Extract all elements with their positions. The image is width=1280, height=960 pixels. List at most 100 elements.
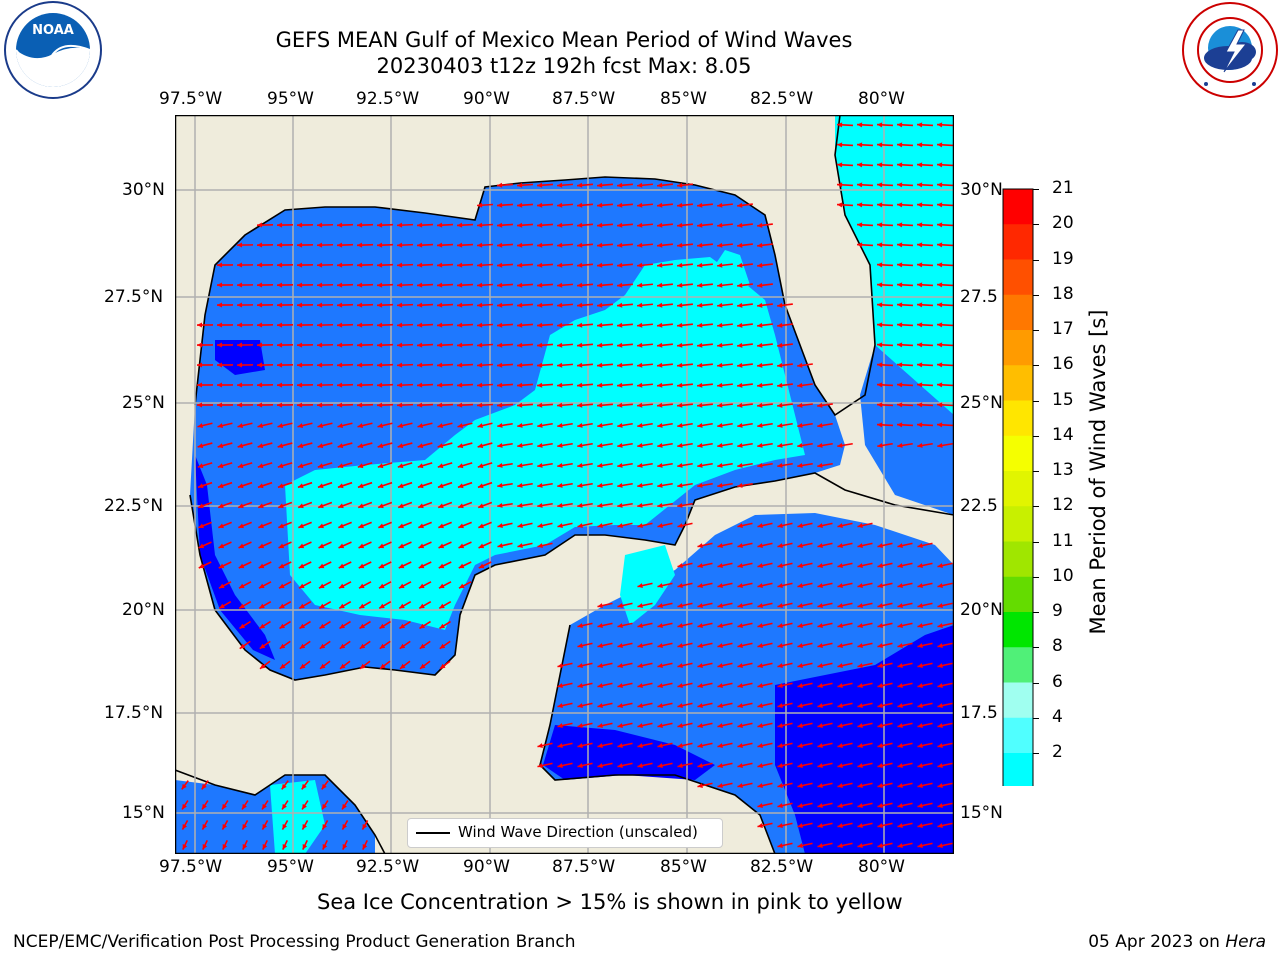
- wind-wave-arrowhead: [737, 683, 743, 689]
- wind-wave-arrowhead: [242, 803, 247, 810]
- wind-wave-arrowhead: [757, 743, 763, 749]
- wind-wave-arrowhead: [417, 423, 423, 429]
- colorbar-segment: [1003, 717, 1033, 754]
- footer-credit: NCEP/EMC/Verification Post Processing Pr…: [13, 932, 576, 952]
- wind-wave-arrowhead: [537, 763, 543, 769]
- wind-wave-arrowhead: [937, 242, 943, 248]
- wind-wave-arrowhead: [677, 222, 683, 228]
- wind-wave-arrowhead: [557, 202, 563, 208]
- wind-wave-arrowhead: [279, 603, 285, 609]
- wind-wave-arrowhead: [597, 763, 603, 769]
- colorbar-tick: [1033, 576, 1039, 578]
- wind-wave-arrowhead: [917, 763, 923, 769]
- wind-wave-arrowhead: [777, 402, 783, 408]
- wind-wave-arrowhead: [597, 382, 603, 388]
- wind-wave-arrowhead: [297, 302, 303, 308]
- wind-wave-arrowhead: [218, 583, 225, 589]
- wind-wave-arrowhead: [797, 763, 803, 769]
- wind-wave-arrowhead: [597, 523, 603, 529]
- wind-wave-arrowhead: [217, 463, 224, 469]
- wind-wave-arrowhead: [877, 182, 883, 188]
- colorbar-segment: [1003, 541, 1033, 578]
- wind-wave-arrowhead: [597, 482, 603, 488]
- wind-wave-arrowhead: [837, 142, 843, 148]
- wind-wave-arrowhead: [657, 182, 663, 188]
- wind-wave-arrowhead: [357, 402, 363, 408]
- wind-wave-arrowhead: [237, 282, 243, 288]
- wind-wave-arrowhead: [857, 162, 863, 168]
- wind-wave-arrowhead: [537, 282, 543, 288]
- wind-wave-arrowhead: [617, 643, 623, 649]
- wind-wave-arrowhead: [437, 242, 443, 248]
- wind-wave-arrowhead: [342, 823, 348, 830]
- wind-wave-arrowhead: [817, 743, 823, 749]
- wind-wave-arrowhead: [777, 543, 783, 549]
- wind-wave-arrowhead: [697, 482, 703, 488]
- lon-tick-bottom: 97.5°W: [159, 857, 223, 877]
- wind-wave-arrowhead: [837, 563, 843, 569]
- wind-wave-arrowhead: [937, 763, 943, 769]
- wind-wave-arrowhead: [437, 423, 443, 429]
- wind-wave-arrowhead: [617, 382, 623, 388]
- wind-wave-arrowhead: [717, 242, 723, 248]
- wind-wave-arrowhead: [897, 543, 903, 549]
- wind-wave-arrowhead: [597, 623, 603, 629]
- wind-wave-arrowhead: [337, 382, 343, 388]
- wind-wave-arrowhead: [917, 122, 923, 128]
- wind-wave-arrowhead: [777, 302, 783, 308]
- wind-wave-arrowhead: [317, 242, 323, 248]
- wind-wave-arrowhead: [337, 443, 344, 449]
- wind-wave-arrowhead: [817, 763, 823, 769]
- colorbar-tick-label: 15: [1052, 389, 1074, 410]
- lon-tick-bottom: 95°W: [267, 857, 314, 877]
- wind-wave-arrowhead: [937, 122, 943, 128]
- wind-wave-arrowhead: [897, 683, 903, 689]
- wind-wave-arrowhead: [557, 322, 563, 328]
- wind-wave-arrowhead: [637, 442, 643, 448]
- wind-wave-arrowhead: [417, 382, 423, 388]
- wind-wave-arrowhead: [537, 342, 543, 348]
- wind-wave-arrowhead: [238, 523, 244, 529]
- wind-wave-arrowhead: [297, 382, 303, 388]
- wind-wave-arrowhead: [217, 362, 223, 368]
- wind-wave-arrowhead: [277, 423, 283, 429]
- wind-wave-arrowhead: [257, 382, 263, 388]
- wind-wave-arrowhead: [657, 663, 663, 669]
- wind-wave-arrowhead: [279, 623, 286, 629]
- wind-wave-arrowhead: [537, 242, 543, 248]
- wind-wave-arrowhead: [637, 182, 643, 188]
- wind-wave-arrowhead: [677, 402, 683, 408]
- wind-wave-arrowhead: [397, 402, 403, 408]
- wind-wave-arrowhead: [557, 502, 563, 508]
- wind-wave-arrowhead: [697, 643, 703, 649]
- wind-wave-arrowhead: [237, 342, 243, 348]
- wind-wave-arrowhead: [437, 483, 444, 489]
- wind-wave-arrowhead: [817, 462, 823, 468]
- wind-wave-arrowhead: [597, 683, 603, 689]
- wind-wave-arrowhead: [937, 222, 943, 228]
- wind-wave-arrowhead: [377, 463, 384, 469]
- wind-wave-arrowhead: [357, 443, 364, 449]
- wind-wave-arrowhead: [257, 302, 263, 308]
- wind-wave-arrowhead: [937, 603, 943, 609]
- wind-wave-arrowhead: [457, 362, 463, 368]
- honduras-deep: [543, 725, 715, 780]
- wind-wave-arrowhead: [202, 844, 208, 850]
- wind-wave-arrowhead: [877, 162, 883, 168]
- wind-wave-arrowhead: [717, 683, 723, 689]
- wind-wave-arrowhead: [937, 382, 943, 388]
- wind-wave-arrowhead: [242, 844, 248, 850]
- wind-wave-arrows: [181, 122, 954, 850]
- wind-wave-arrowhead: [737, 462, 743, 468]
- wind-wave-arrowhead: [857, 122, 863, 128]
- wind-wave-arrowhead: [937, 563, 943, 569]
- wind-wave-arrowhead: [458, 563, 465, 569]
- wind-wave-arrowhead: [897, 743, 903, 749]
- wind-wave-arrowhead: [417, 222, 423, 228]
- wind-wave-arrowhead: [857, 743, 863, 749]
- wind-wave-arrowhead: [897, 242, 903, 248]
- wind-wave-arrowhead: [278, 563, 285, 569]
- wind-wave-arrowhead: [797, 683, 803, 689]
- wind-wave-arrowhead: [877, 743, 883, 749]
- wind-wave-arrowhead: [917, 142, 923, 148]
